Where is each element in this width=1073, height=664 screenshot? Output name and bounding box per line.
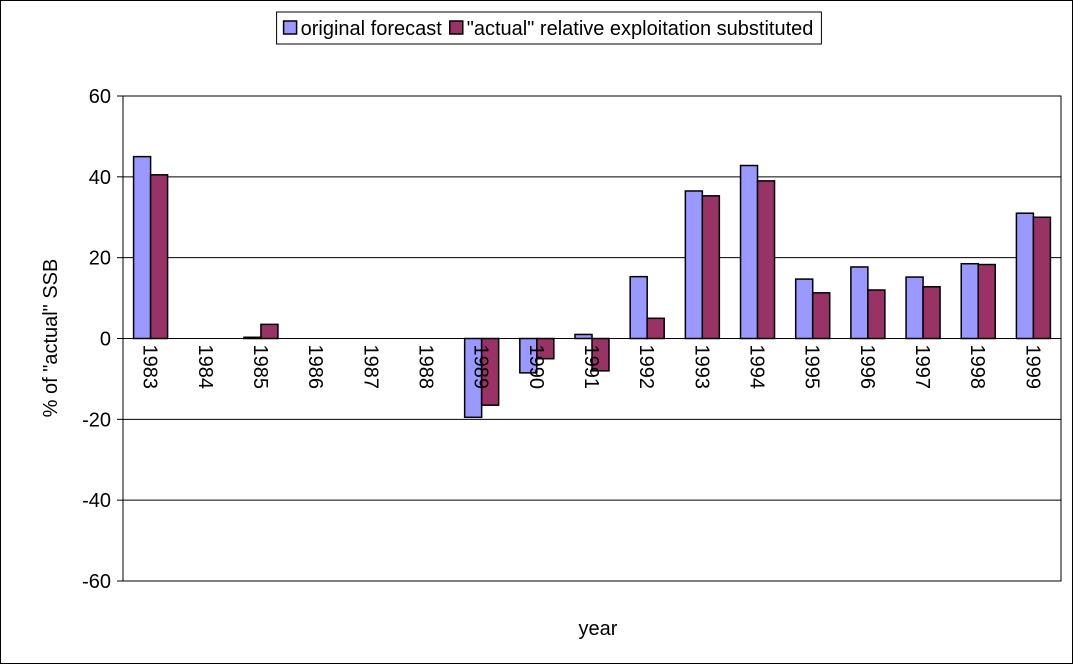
- bar: [1015, 212, 1035, 340]
- bar: [1032, 216, 1052, 340]
- y-tick-label: 0: [100, 329, 111, 351]
- x-tick-label: 1993: [690, 345, 712, 390]
- x-tick-label: 1998: [966, 345, 988, 390]
- bar: [149, 174, 169, 340]
- bar: [922, 286, 941, 340]
- bar: [811, 292, 831, 340]
- bar: [629, 275, 648, 340]
- y-tick-label: 40: [89, 167, 111, 189]
- bar: [960, 262, 979, 340]
- x-tick-label: 1988: [414, 345, 436, 390]
- bar: [739, 164, 759, 340]
- x-tick-label: 1992: [635, 345, 657, 390]
- x-tick-label: 1989: [470, 345, 492, 390]
- x-tick-label: 1985: [249, 345, 271, 390]
- bar: [574, 333, 593, 340]
- bar: [646, 317, 665, 340]
- y-tick-label: 20: [89, 248, 111, 270]
- x-tick-label: 1999: [1021, 345, 1043, 390]
- bar: [684, 190, 704, 340]
- x-tick-label: 1990: [525, 345, 547, 390]
- y-tick-label: -20: [82, 409, 111, 431]
- legend-label: "actual" relative exploitation substitut…: [467, 18, 814, 40]
- x-tick-label: 1996: [856, 345, 878, 390]
- x-tick-label: 1986: [304, 345, 326, 390]
- x-tick-label: 1987: [359, 345, 381, 390]
- bar: [794, 278, 814, 340]
- y-axis-title: % of "actual" SSB: [40, 259, 62, 418]
- bar: [867, 289, 886, 340]
- bar: [756, 180, 776, 340]
- bar: [977, 263, 996, 340]
- x-tick-label: 1991: [580, 345, 602, 390]
- bar: [260, 323, 279, 340]
- x-tick-label: 1983: [139, 345, 161, 390]
- x-tick-label: 1984: [194, 345, 216, 390]
- x-tick-label: 1997: [911, 345, 933, 390]
- legend-box: [276, 11, 822, 45]
- legend-swatch: [282, 20, 298, 35]
- bar: [850, 266, 869, 340]
- y-tick-label: -40: [82, 490, 111, 512]
- x-axis-title: year: [579, 618, 618, 640]
- legend-swatch: [449, 20, 464, 35]
- x-tick-label: 1995: [801, 345, 823, 390]
- y-tick-label: -60: [82, 571, 111, 593]
- bar: [132, 155, 152, 340]
- x-tick-label: 1994: [746, 345, 768, 390]
- bar: [701, 195, 721, 340]
- legend-label: original forecast: [301, 18, 443, 40]
- bar: [905, 276, 924, 340]
- y-tick-label: 60: [89, 86, 111, 108]
